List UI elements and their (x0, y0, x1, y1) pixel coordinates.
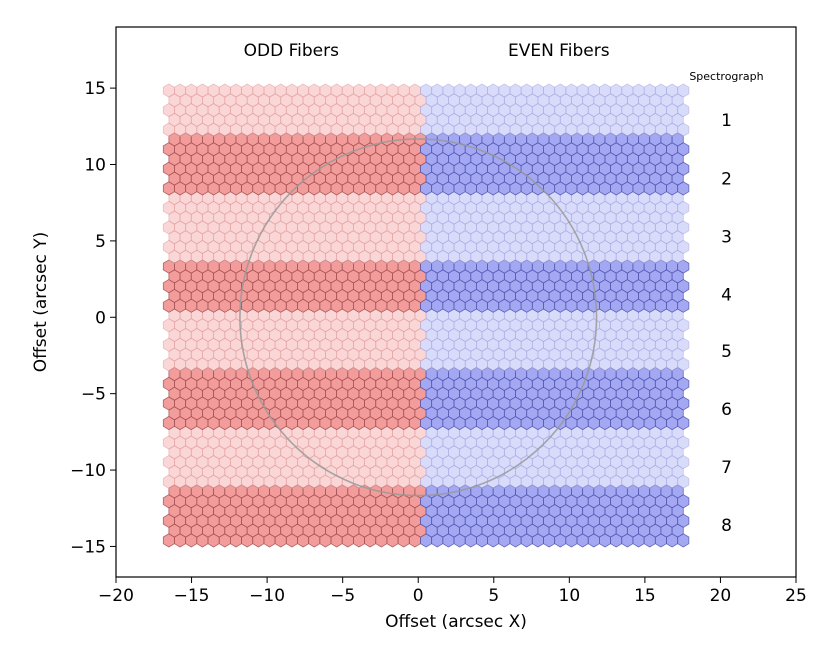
x-tick-label: 0 (413, 586, 424, 606)
odd-fiber-hexagon (263, 83, 276, 98)
odd-fiber-hexagon (297, 83, 310, 98)
even-fiber-hexagon (531, 83, 544, 98)
y-axis-label: Offset (arcsec Y) (31, 232, 51, 373)
y-tick-label: 5 (95, 232, 106, 252)
x-tick-label: 5 (488, 586, 499, 606)
even-fiber-hexagon (453, 83, 466, 98)
spectrograph-number-label: 8 (721, 516, 732, 536)
even-fiber-hexagon (677, 83, 690, 98)
odd-fibers-label: ODD Fibers (244, 41, 339, 61)
odd-fiber-hexagon (330, 83, 343, 98)
odd-fiber-hexagon (174, 83, 187, 98)
odd-fiber-hexagon (341, 83, 354, 98)
y-tick-label: −10 (70, 461, 106, 481)
even-fiber-hexagon (554, 83, 567, 98)
y-tick-label: −5 (81, 385, 106, 405)
odd-fiber-hexagon (352, 83, 365, 98)
y-tick-label: 10 (84, 156, 106, 176)
y-axis-ticks: −15 −10 −5 0 5 10 15 (70, 79, 116, 557)
even-fiber-hexagon (498, 83, 511, 98)
spectrograph-number-label: 4 (721, 285, 732, 305)
even-fiber-hexagon (632, 83, 645, 98)
x-tick-label: 20 (710, 586, 732, 606)
x-tick-label: −5 (330, 586, 355, 606)
x-tick-label: 15 (634, 586, 656, 606)
odd-fiber-hexagon (375, 83, 388, 98)
odd-fiber-hexagon (308, 83, 321, 98)
odd-fiber-hexagon (241, 83, 254, 98)
even-fiber-hexagon (599, 83, 611, 98)
odd-fiber-hexagon (408, 83, 421, 98)
spectrograph-numbers: 1 2 3 4 5 6 7 8 (721, 111, 732, 536)
even-fiber-hexagon (666, 83, 679, 98)
odd-fiber-hexagon (319, 83, 332, 98)
x-tick-label: −10 (249, 586, 285, 606)
x-tick-label: 25 (785, 586, 807, 606)
spectrograph-number-label: 3 (721, 227, 732, 247)
y-tick-label: −15 (70, 537, 106, 557)
even-fiber-hexagon (420, 83, 433, 98)
even-fiber-hexagon (565, 83, 578, 98)
x-tick-label: 10 (559, 586, 581, 606)
odd-fiber-hexagon (207, 83, 220, 98)
even-fiber-hexagon (621, 83, 634, 98)
odd-fiber-hexagon (274, 83, 287, 98)
even-fiber-hexagon (654, 83, 667, 98)
even-fiber-hexagon (509, 83, 522, 98)
even-fibers-label: EVEN Fibers (508, 41, 610, 61)
fiber-hexagons (162, 83, 690, 548)
spectrograph-number-label: 5 (721, 342, 732, 362)
y-tick-label: 0 (95, 308, 106, 328)
odd-fiber-hexagon (185, 83, 198, 98)
field-circle (239, 138, 598, 497)
even-fiber-hexagon (643, 83, 656, 98)
odd-fiber-hexagon (218, 83, 231, 98)
spectrograph-number-label: 7 (721, 458, 732, 478)
even-fiber-hexagon (442, 83, 455, 98)
even-fiber-hexagon (464, 83, 477, 98)
spectrograph-number-label: 2 (721, 169, 732, 189)
x-axis-label: Offset (arcsec X) (385, 612, 527, 632)
even-fiber-hexagon (431, 83, 444, 98)
even-fiber-hexagon (487, 83, 500, 98)
y-tick-label: 15 (84, 79, 106, 99)
odd-fiber-hexagon (397, 83, 410, 98)
plot-frame (115, 26, 797, 578)
x-tick-label: −20 (98, 586, 134, 606)
spectrograph-title: Spectrograph (689, 70, 763, 83)
odd-fiber-hexagon (285, 83, 298, 98)
odd-fiber-hexagon (386, 83, 399, 98)
x-axis-ticks: −20 −15 −10 −5 0 5 10 15 20 25 (98, 577, 807, 606)
odd-fiber-hexagon (196, 83, 209, 98)
spectrograph-number-label: 1 (721, 111, 732, 131)
odd-fiber-hexagon (162, 83, 175, 98)
even-fiber-hexagon (475, 83, 488, 98)
even-fiber-hexagon (543, 83, 556, 98)
x-tick-label: −15 (174, 586, 210, 606)
even-fiber-hexagon (587, 83, 600, 98)
odd-fiber-hexagon (229, 83, 242, 98)
even-fiber-hexagon (610, 83, 623, 98)
spectrograph-number-label: 6 (721, 400, 732, 420)
odd-fiber-hexagon (252, 83, 265, 98)
even-fiber-hexagon (520, 83, 533, 98)
even-fiber-hexagon (576, 83, 589, 98)
odd-fiber-hexagon (364, 83, 377, 98)
